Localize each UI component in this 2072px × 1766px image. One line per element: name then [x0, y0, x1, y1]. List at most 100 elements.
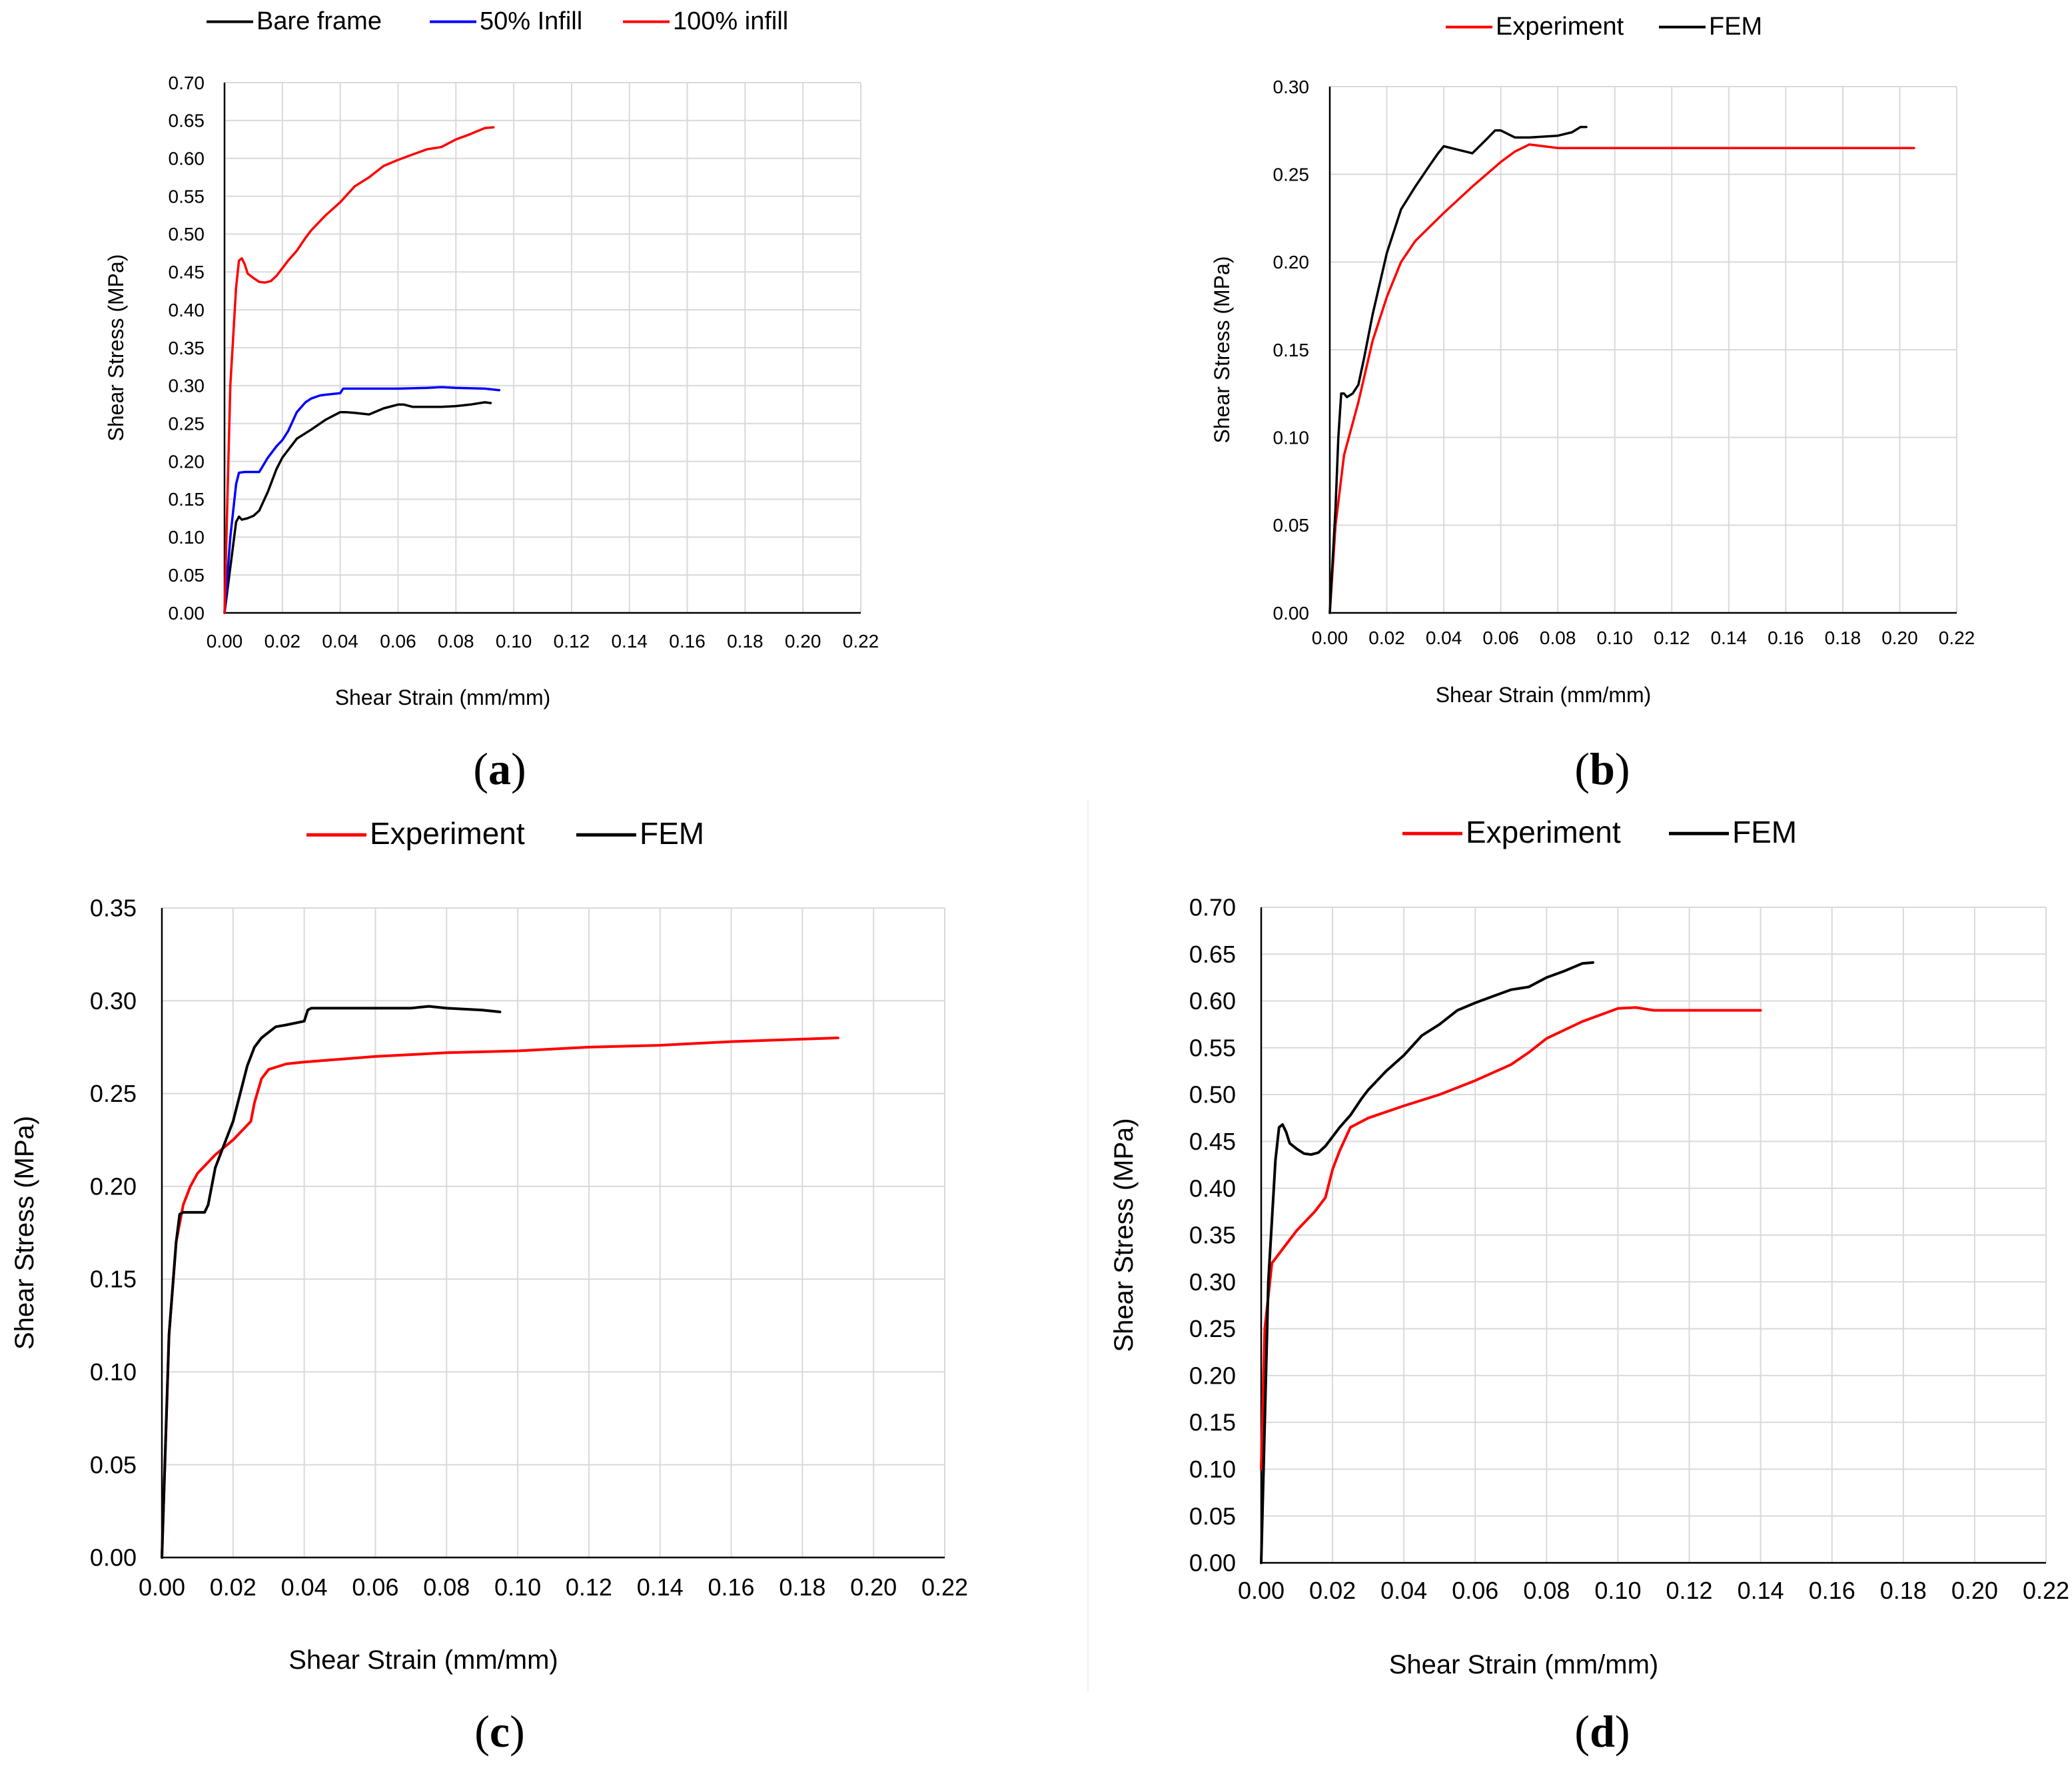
legend-label: 100% infill: [673, 7, 788, 35]
caption-a: (a): [473, 743, 526, 794]
series-line-bare-frame: [223, 401, 492, 614]
series-line-50-infill: [223, 386, 501, 614]
x-tick-label: 0.02: [264, 631, 301, 652]
x-tick-label: 0.04: [1380, 1577, 1427, 1604]
x-tick-label: 0.16: [1809, 1577, 1855, 1604]
legend-label: Experiment: [1466, 815, 1621, 849]
y-tick-label: 0.40: [169, 300, 205, 320]
x-tick-label: 0.06: [1482, 628, 1519, 648]
y-tick-label: 0.20: [90, 1172, 137, 1200]
series-line-fem: [1260, 961, 1594, 1564]
y-tick-label: 0.05: [1189, 1502, 1236, 1530]
y-tick-label: 0.25: [1273, 164, 1310, 185]
x-tick-label: 0.12: [554, 631, 590, 652]
y-tick-label: 0.70: [169, 73, 205, 93]
x-tick-label: 0.02: [1368, 628, 1405, 648]
y-tick-label: 0.35: [169, 338, 205, 358]
y-tick-label: 0.25: [169, 414, 205, 434]
x-tick-label: 0.12: [1666, 1577, 1713, 1604]
x-tick-label: 0.00: [1312, 628, 1348, 648]
caption-c-letter: c: [489, 1706, 510, 1757]
series-line-fem: [1328, 125, 1588, 614]
y-axis-label: Shear Stress (MPa): [1210, 256, 1234, 444]
x-tick-label: 0.16: [1768, 628, 1804, 648]
x-tick-label: 0.16: [669, 631, 706, 652]
x-tick-label: 0.20: [1881, 628, 1918, 648]
y-tick-label: 0.65: [169, 111, 205, 131]
series-line-fem: [161, 1005, 502, 1559]
y-tick-label: 0.45: [1189, 1128, 1236, 1155]
legend-label: FEM: [1709, 13, 1762, 41]
x-tick-label: 0.18: [1880, 1577, 1927, 1604]
y-tick-label: 0.15: [90, 1266, 137, 1293]
y-tick-label: 0.00: [90, 1544, 137, 1571]
y-tick-label: 0.20: [1273, 252, 1310, 272]
x-tick-label: 0.06: [352, 1573, 398, 1601]
x-tick-label: 0.06: [380, 631, 416, 652]
series-line-experiment: [1328, 143, 1915, 614]
y-tick-label: 0.50: [1189, 1081, 1236, 1108]
x-tick-label: 0.20: [785, 631, 821, 652]
y-tick-label: 0.50: [169, 224, 205, 244]
y-tick-label: 0.05: [169, 565, 205, 586]
y-tick-label: 0.35: [90, 895, 137, 922]
x-tick-label: 0.20: [1951, 1577, 1998, 1604]
y-tick-label: 0.10: [1189, 1456, 1236, 1483]
y-tick-label: 0.55: [1189, 1034, 1236, 1061]
x-tick-label: 0.12: [566, 1573, 612, 1601]
x-tick-label: 0.04: [322, 631, 358, 652]
x-tick-label: 0.02: [1309, 1577, 1356, 1604]
y-tick-label: 0.05: [90, 1451, 137, 1478]
y-tick-label: 0.10: [1273, 427, 1310, 448]
y-tick-label: 0.60: [1189, 987, 1236, 1015]
x-axis-label: Shear Strain (mm/mm): [288, 1645, 558, 1675]
caption-b: (b): [1574, 743, 1630, 794]
y-tick-label: 0.15: [1189, 1409, 1236, 1436]
x-tick-label: 0.08: [1540, 628, 1576, 648]
x-axis-label: Shear Strain (mm/mm): [1389, 1650, 1659, 1679]
y-tick-label: 0.15: [1273, 340, 1310, 360]
y-tick-label: 0.55: [169, 186, 205, 207]
y-axis-label: Shear Stress (MPa): [10, 1116, 39, 1350]
x-tick-label: 0.14: [637, 1573, 684, 1601]
x-tick-label: 0.20: [850, 1573, 897, 1601]
panel-divider: [1087, 799, 1089, 1692]
legend-label: FEM: [1732, 815, 1797, 849]
y-tick-label: 0.15: [169, 489, 205, 510]
caption-d: (d): [1574, 1706, 1630, 1757]
y-tick-label: 0.30: [90, 987, 137, 1015]
x-tick-label: 0.14: [1738, 1577, 1784, 1604]
caption-d-letter: d: [1590, 1706, 1615, 1757]
x-tick-label: 0.12: [1654, 628, 1690, 648]
y-tick-label: 0.20: [1189, 1362, 1236, 1389]
y-tick-label: 0.00: [1273, 603, 1310, 624]
caption-a-letter: a: [488, 743, 511, 794]
x-tick-label: 0.10: [494, 1573, 541, 1601]
legend-label: Experiment: [370, 816, 525, 851]
y-tick-label: 0.30: [1189, 1268, 1236, 1296]
x-tick-label: 0.00: [207, 631, 243, 652]
x-tick-label: 0.22: [1939, 628, 1975, 648]
y-axis-label: Shear Stress (MPa): [1109, 1118, 1139, 1352]
x-tick-label: 0.00: [139, 1573, 185, 1601]
x-tick-label: 0.14: [611, 631, 648, 652]
x-tick-label: 0.18: [727, 631, 764, 652]
legend-label: FEM: [640, 816, 704, 851]
x-tick-label: 0.10: [1594, 1577, 1641, 1604]
y-tick-label: 0.65: [1189, 941, 1236, 968]
caption-b-letter: b: [1590, 743, 1615, 794]
legend-label: 50% Infill: [480, 7, 582, 35]
x-tick-label: 0.06: [1452, 1577, 1498, 1604]
x-tick-label: 0.16: [708, 1573, 755, 1601]
x-tick-label: 0.18: [1825, 628, 1861, 648]
x-tick-label: 0.22: [921, 1573, 968, 1601]
x-tick-label: 0.08: [1523, 1577, 1570, 1604]
x-tick-label: 0.08: [423, 1573, 470, 1601]
x-tick-label: 0.04: [281, 1573, 328, 1601]
y-tick-label: 0.25: [90, 1080, 137, 1107]
y-tick-label: 0.10: [169, 527, 205, 548]
y-tick-label: 0.00: [1189, 1549, 1236, 1577]
